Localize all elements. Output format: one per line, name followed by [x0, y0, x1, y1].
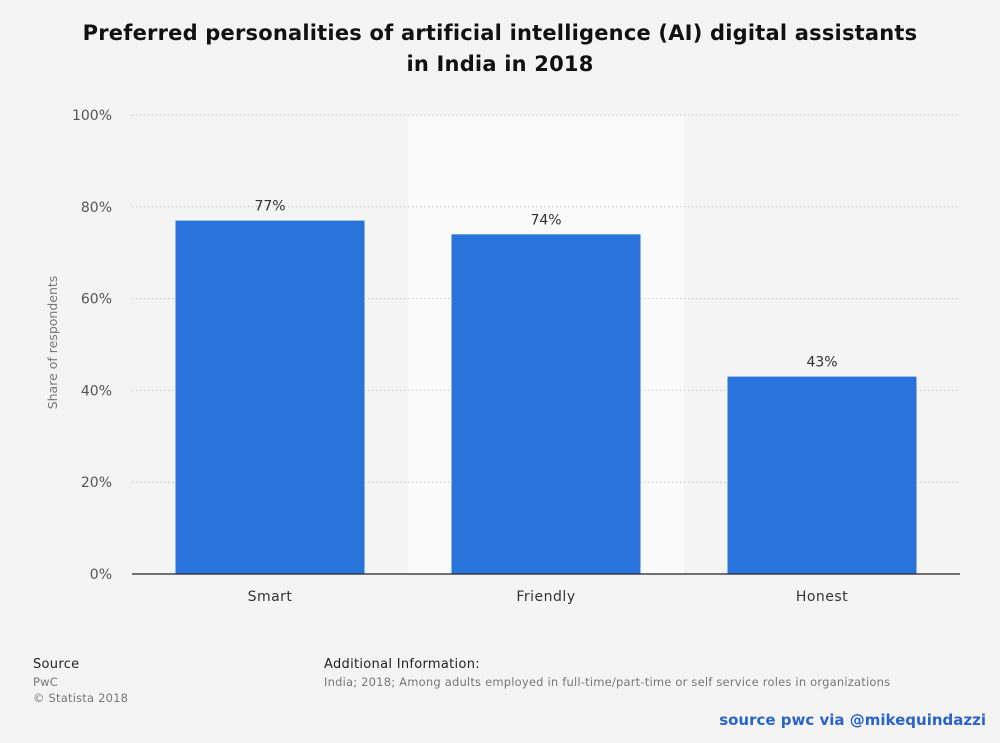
bar-chart: 0% 20% 40% 60% 80% 100% Share of respondents 77… [45, 108, 960, 605]
source-line-copyright: © Statista 2018 [33, 691, 129, 705]
chart-title-line-2: in India in 2018 [406, 52, 594, 76]
y-tick-label: 100% [72, 108, 112, 124]
category-label: Smart [248, 589, 293, 605]
category-label: Friendly [516, 589, 575, 605]
y-tick-label: 40% [81, 383, 112, 399]
bar [175, 220, 365, 574]
bar [451, 234, 641, 574]
source-heading: Source [33, 657, 80, 672]
y-axis-label: Share of respondents [45, 276, 60, 410]
credit-text: source pwc via @mikequindazzi [719, 711, 986, 729]
data-label: 74% [530, 212, 561, 228]
y-tick-label: 20% [81, 475, 112, 491]
bar [727, 376, 917, 574]
additional-info-heading: Additional Information: [324, 657, 480, 672]
chart-title: Preferred personalities of artificial in… [40, 18, 960, 80]
y-tick-label: 80% [81, 200, 112, 216]
y-tick-label: 0% [90, 567, 112, 583]
source-line-publisher: PwC [33, 675, 58, 689]
category-label: Honest [796, 589, 848, 605]
data-label: 77% [254, 199, 285, 215]
data-label: 43% [806, 355, 837, 371]
y-tick-label: 60% [81, 292, 112, 308]
chart-title-line-1: Preferred personalities of artificial in… [82, 21, 918, 45]
additional-info-text: India; 2018; Among adults employed in fu… [324, 675, 891, 689]
footer-source: Source PwC © Statista 2018 [33, 657, 128, 706]
footer-additional-info: Additional Information: India; 2018; Amo… [324, 657, 890, 690]
